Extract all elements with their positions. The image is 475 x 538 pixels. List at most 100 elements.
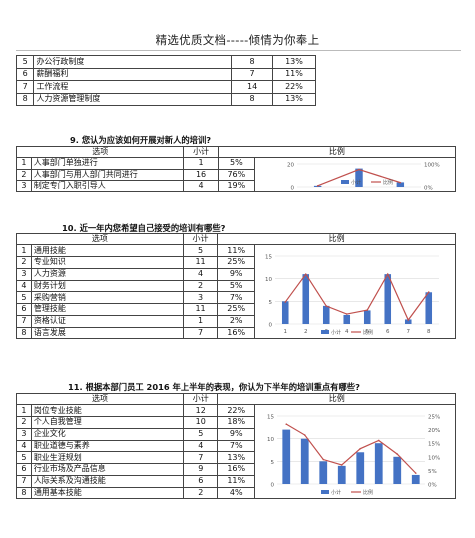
- percent-cell: 25%: [217, 303, 255, 316]
- row-number: 6: [16, 463, 32, 476]
- ratio-line: [284, 273, 430, 322]
- row-number: 6: [15, 67, 35, 81]
- count-cell: 2: [182, 279, 219, 293]
- table-row: 7 资格认证 1 2%: [16, 314, 456, 328]
- option-label: 人力资源管理制度: [33, 92, 233, 106]
- legend-label: 小计: [331, 489, 341, 496]
- row-number: 1: [16, 404, 32, 418]
- percent-cell: 2%: [217, 314, 255, 328]
- line-point: [316, 185, 319, 187]
- option-label: 语言发展: [30, 326, 184, 340]
- percent-cell: 22%: [217, 404, 255, 418]
- bar: [343, 315, 351, 325]
- y-tick-label: 5: [269, 300, 273, 306]
- y2-tick-label: 25%: [428, 415, 440, 421]
- q11-table: 选项 小计 比例 1 岗位专业技能 12 22% 15 10 5 0 25% 20% 15% 10% 5% 0%…: [16, 392, 456, 500]
- y-tick-label: 5: [271, 460, 275, 466]
- bar: [393, 457, 402, 485]
- line-point: [414, 472, 417, 475]
- y2-tick-label: 20%: [428, 428, 440, 434]
- count-cell: 16: [183, 168, 219, 181]
- y-tick-label: 15: [267, 415, 274, 421]
- y-tick-label: 10: [265, 277, 272, 283]
- option-label: 通用技能: [30, 244, 184, 258]
- percent-cell: 13%: [271, 55, 317, 69]
- table-row: 2 个人自我管理 10 18%: [16, 416, 456, 429]
- option-label: 管理技能: [30, 303, 184, 316]
- table-row: 2 专业知识 11 25%: [16, 256, 456, 269]
- chart-cell: 15 10 5 0 25% 20% 15% 10% 5% 0% 小计 比例: [254, 404, 456, 500]
- row-number: 7: [16, 474, 32, 488]
- count-cell: 4: [182, 267, 219, 281]
- count-cell: 7: [231, 67, 273, 81]
- option-label: 资格认证: [30, 314, 184, 328]
- percent-cell: 16%: [217, 326, 255, 340]
- y-tick-label: 20: [287, 163, 294, 169]
- count-cell: 11: [182, 303, 219, 316]
- line-point: [366, 309, 369, 312]
- count-cell: 6: [182, 474, 219, 488]
- option-label: 办公行政制度: [33, 55, 233, 69]
- row-number: 5: [16, 451, 32, 465]
- count-cell: 7: [182, 451, 219, 465]
- option-label: 财务计划: [30, 279, 184, 293]
- ratio-line: [285, 423, 417, 474]
- header-count: 小计: [183, 145, 219, 159]
- row-number: 2: [16, 168, 32, 181]
- line-point: [284, 301, 287, 304]
- legend-label: 比例: [383, 179, 393, 186]
- header-divider: [16, 50, 461, 51]
- row-number: 7: [15, 80, 35, 94]
- line-point: [303, 434, 306, 437]
- q11-title: 11. 根据本部门员工 2016 年上半年的表现，你认为下半年的培训重点有哪些?: [68, 382, 360, 392]
- row-number: 1: [16, 244, 32, 258]
- q9-title: 9. 您认为应该如何开展对新人的培训?: [70, 135, 212, 145]
- line-point: [407, 319, 410, 322]
- x-tick-label: 6: [386, 329, 390, 335]
- prev-question-table: 5 办公行政制度 8 13% 6 薪酬福利 7 11% 7 工作流程 14 22% 8 人力资源管理制度 8…: [15, 55, 317, 106]
- row-number: 5: [16, 291, 32, 305]
- bar: [396, 182, 405, 188]
- bar: [282, 429, 291, 485]
- legend-swatch: [321, 490, 329, 495]
- x-tick-label: 8: [427, 329, 431, 335]
- table-row: 5 采购营销 3 7%: [16, 291, 456, 305]
- count-cell: 3: [182, 291, 219, 305]
- table-row: 6 薪酬福利 7 11%: [15, 67, 317, 81]
- y2-tick-label: 15%: [428, 442, 440, 448]
- count-cell: 1: [183, 157, 219, 170]
- line-point: [396, 453, 399, 456]
- y-tick-label: 0: [269, 323, 273, 329]
- bar: [411, 475, 420, 485]
- percent-cell: 22%: [271, 80, 317, 94]
- count-cell: 7: [182, 326, 219, 340]
- bar: [337, 466, 346, 485]
- q10-chart: 15105012345678小计比例: [265, 255, 439, 336]
- q10-title: 10. 近一年内您希望自己接受的培训有哪些?: [62, 223, 226, 233]
- table-row: 8 人力资源管理制度 8 13%: [15, 92, 317, 106]
- option-label: 职业生涯规划: [30, 451, 185, 465]
- percent-cell: 9%: [217, 267, 255, 281]
- bar: [425, 292, 433, 325]
- table-row: 3 人力资源 4 9%: [16, 267, 456, 281]
- line-point: [358, 169, 360, 171]
- count-cell: 8: [231, 92, 273, 106]
- line-point: [427, 291, 430, 294]
- table-row: 5 职业生涯规划 7 13%: [16, 451, 456, 465]
- bar: [363, 310, 371, 325]
- option-label: 工作流程: [33, 80, 233, 94]
- y2-tick-label: 10%: [428, 456, 440, 462]
- count-cell: 11: [182, 256, 219, 269]
- percent-cell: 76%: [217, 168, 256, 181]
- percent-cell: 13%: [217, 451, 255, 465]
- bar: [384, 274, 392, 325]
- chart-cell: 15105012345678小计比例: [254, 244, 456, 340]
- bar: [281, 301, 289, 325]
- header-option: 选项: [15, 145, 185, 159]
- y-tick-label: 0: [291, 186, 295, 192]
- percent-cell: 4%: [217, 486, 255, 500]
- row-number: 8: [16, 326, 32, 340]
- percent-cell: 11%: [217, 474, 255, 488]
- q9-table: 选项 小计 比例 1 人事部门单独进行 1 5% 20 0 100% 0% 小计 比例 2 人事部门与用人部…: [15, 145, 457, 193]
